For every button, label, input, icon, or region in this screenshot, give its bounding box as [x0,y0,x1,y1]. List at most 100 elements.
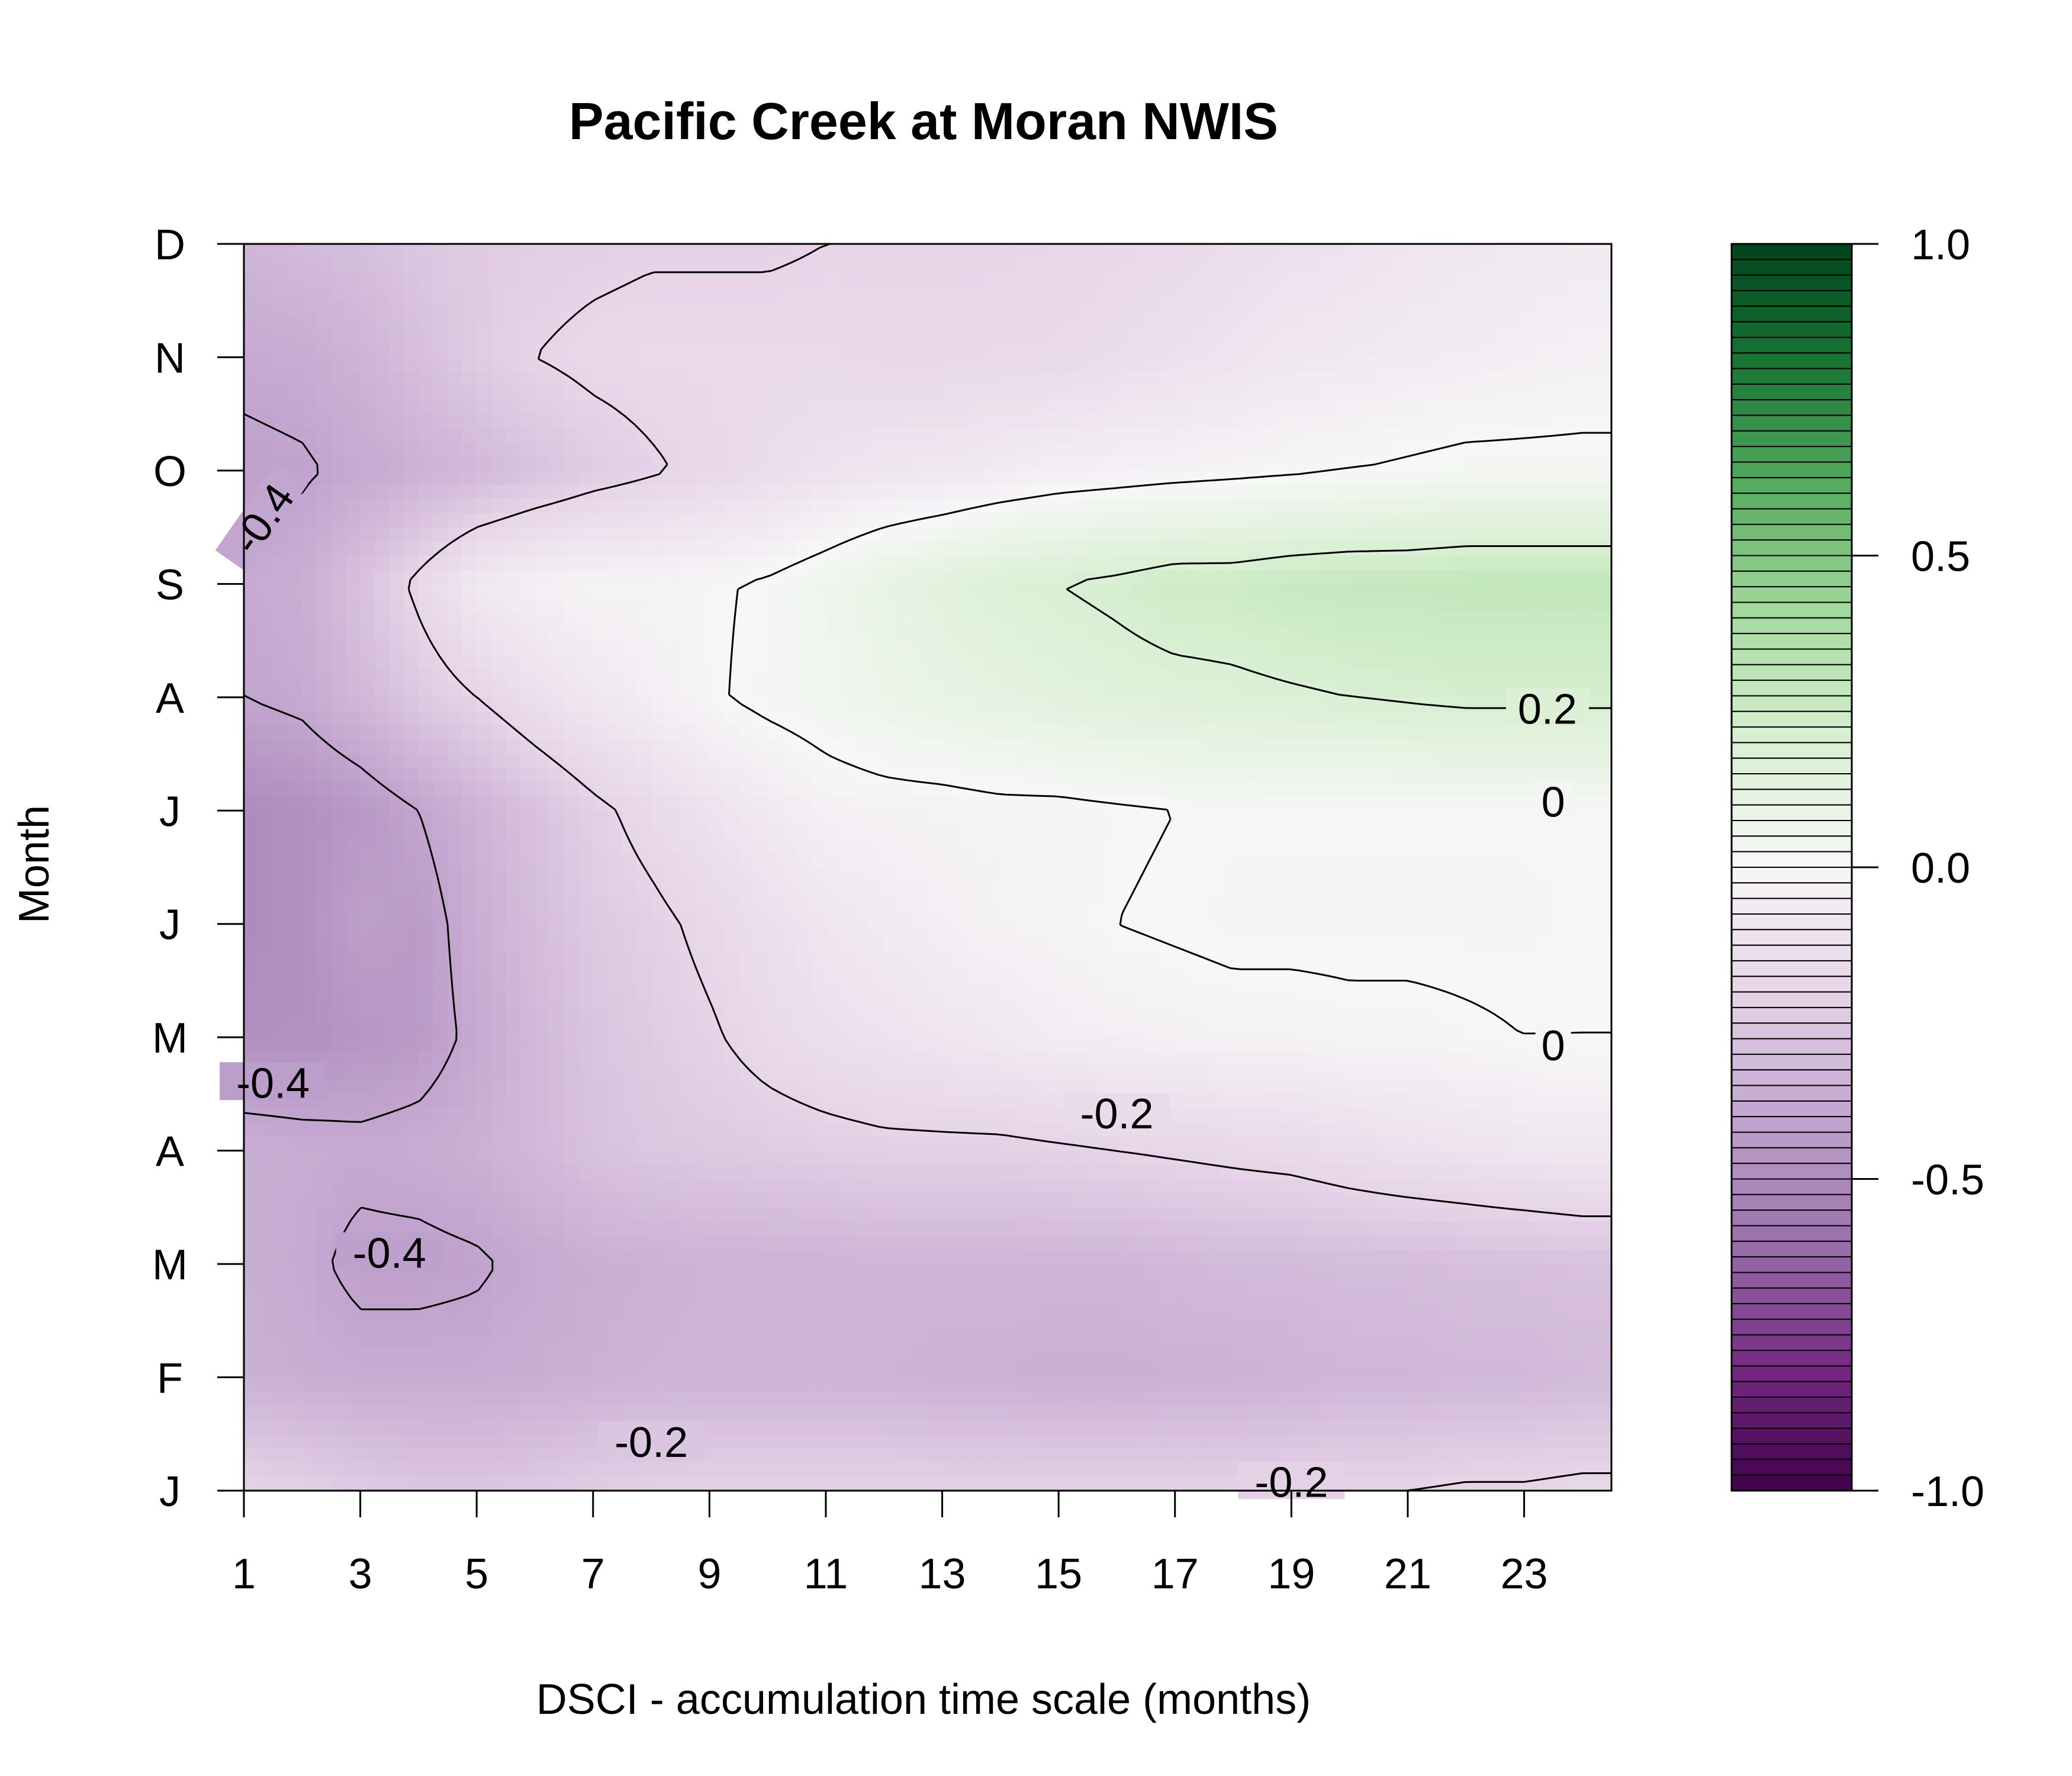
heat-cell [1276,371,1292,387]
heat-cell [462,980,477,996]
heat-cell [549,286,565,301]
heat-cell [1320,966,1336,982]
heat-cell [287,909,303,925]
heat-cell [796,938,812,953]
heat-cell [767,286,783,301]
heat-cell [287,839,303,854]
heat-cell [971,881,987,896]
heat-cell [1568,739,1583,755]
heat-cell [549,853,565,868]
heat-cell [796,655,812,670]
heat-cell [1349,484,1365,500]
heat-cell [1597,513,1612,528]
heat-cell [520,513,536,528]
heat-cell [520,668,536,684]
heat-cell [709,839,725,854]
heat-cell [477,980,492,996]
heat-cell [462,668,477,684]
heat-cell [1073,924,1089,939]
heat-cell [636,498,652,514]
heat-cell [1393,626,1408,641]
heat-cell [753,881,768,896]
heat-cell [1393,555,1408,571]
heat-cell [1539,414,1554,429]
heat-cell [898,782,914,797]
heat-cell [913,541,928,556]
heat-cell [389,881,405,896]
heat-cell [840,456,855,471]
heat-cell [1146,626,1161,641]
heat-cell [928,626,943,641]
heat-cell [782,668,797,684]
heat-cell [811,428,826,443]
heat-cell [796,725,812,741]
heat-cell [258,357,274,372]
heat-cell [535,881,550,896]
heat-cell [957,371,972,387]
heat-cell [1335,938,1350,953]
heat-cell [694,881,710,896]
heat-cell [1102,867,1118,882]
heat-cell [1160,867,1176,882]
heat-cell [389,329,405,344]
heat-cell [1088,881,1103,896]
heat-cell [1407,683,1423,698]
heat-cell [433,400,448,414]
heat-cell [287,584,303,599]
heat-cell [375,641,390,655]
heat-cell [287,414,303,429]
heat-cell [1131,513,1147,528]
heat-cell [928,711,943,726]
heat-cell [331,357,346,372]
heat-cell [331,244,346,259]
heat-cell [1233,258,1249,273]
heat-cell [1524,442,1539,457]
heat-cell [1015,541,1030,556]
heat-cell [418,244,434,259]
heat-cell [855,952,870,967]
heat-cell [1553,258,1569,273]
heat-cell [1320,867,1336,882]
heat-cell [1160,414,1176,429]
heat-cell [942,584,957,599]
heat-cell [694,909,710,925]
heat-cell [1146,598,1161,613]
heat-cell [767,385,783,401]
heat-cell [273,428,288,443]
heat-cell [1015,470,1030,485]
heat-cell [433,385,448,401]
heat-cell [811,584,826,599]
heat-cell [375,258,390,273]
heat-cell [1044,612,1059,627]
heat-cell [1088,244,1103,259]
heat-cell [1029,853,1045,868]
heat-cell [1422,782,1437,797]
heat-cell [418,442,434,457]
heat-cell [578,683,594,698]
heat-cell [651,909,667,925]
heat-cell [607,244,623,259]
heat-cell [913,966,928,982]
heat-cell [549,768,565,783]
heat-cell [1582,853,1598,868]
heat-cell [1058,668,1074,684]
heat-cell [316,371,332,387]
heat-cell [1335,725,1350,741]
heat-cell [1451,952,1467,967]
heat-cell [404,952,419,967]
heat-cell [1553,513,1569,528]
heat-cell [796,470,812,485]
heat-cell [331,513,346,528]
heat-cell [1524,952,1539,967]
heat-cell [986,456,1001,471]
heat-cell [1029,754,1045,769]
heat-cell [404,655,419,670]
heat-cell [1276,584,1292,599]
heat-cell [506,584,521,599]
heat-cell [1276,300,1292,316]
heat-cell [418,683,434,698]
heat-cell [1422,484,1437,500]
heat-cell [709,400,725,414]
heat-cell [491,584,507,599]
heat-cell [1117,541,1132,556]
